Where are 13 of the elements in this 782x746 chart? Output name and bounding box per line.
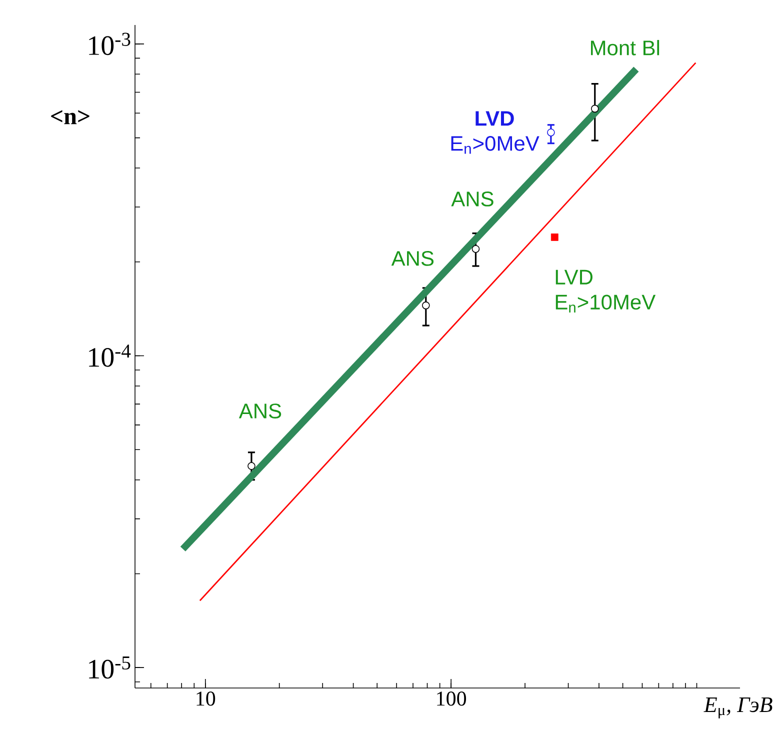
series-label: LVD E$_{n}$>0MeV [451,111,540,154]
annotation: LVD E$_{n}$>10MeV [556,270,656,312]
y-tick-label: 10$^{-5}$ [89,656,130,679]
y-axis-title: <n> [51,110,90,124]
annotation: ANS [391,251,434,266]
x-tick-label: 10 [196,692,216,706]
x-axis-title: E$_{μ}$, ГэВ [704,698,772,718]
y-tick-label: 10$^{-4}$ [89,344,131,367]
y-tick-label: 10$^{-3}$ [89,32,130,56]
x-tick-label: 100 [437,692,466,706]
annotation: ANS [238,404,282,418]
annotation: ANS [451,192,494,206]
annotation: Mont Bl [591,40,660,56]
